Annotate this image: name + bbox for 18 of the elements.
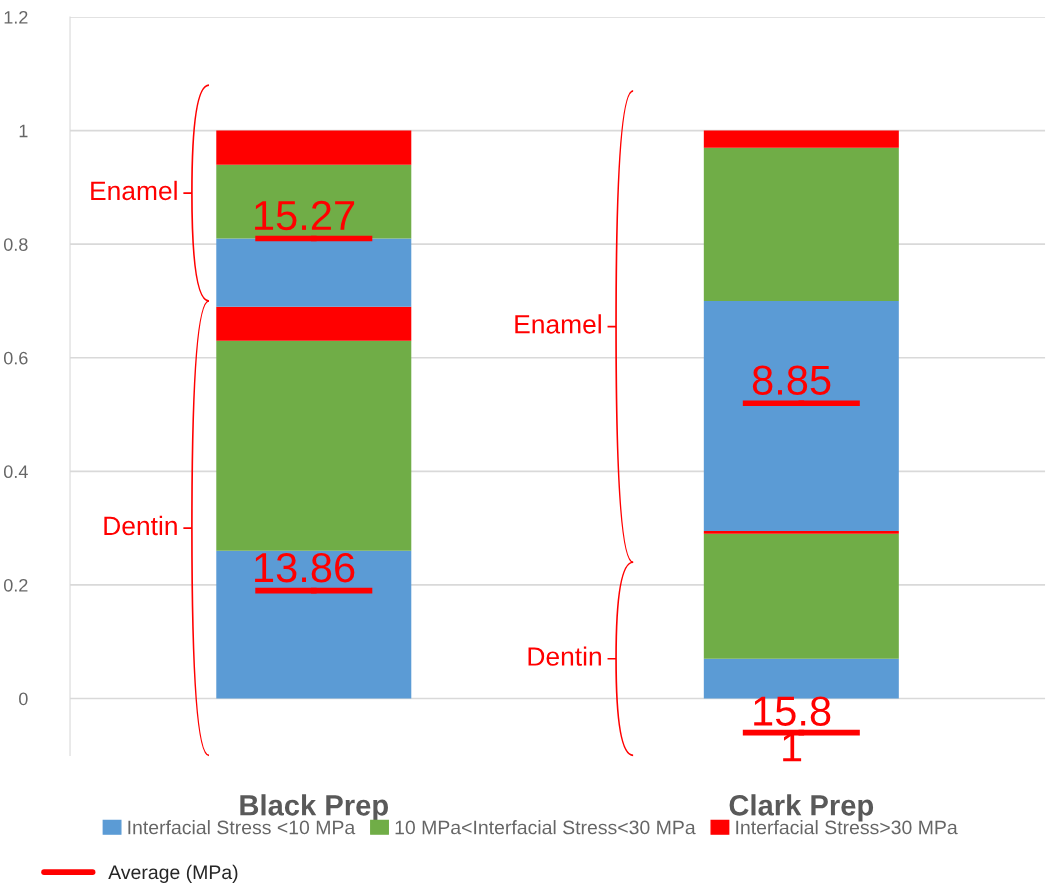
annotation: 8.85 <box>752 365 831 395</box>
legend-label: Average (MPa) <box>108 864 238 883</box>
legend-label: Interfacial Stress <10 MPa <box>128 820 356 835</box>
y-tick-label: 1.2 <box>4 10 28 24</box>
annotation: Enamel <box>91 180 177 201</box>
legend-label: 10 MPa<Interfacial Stress<30 MPa <box>395 820 696 835</box>
y-tick-label: 0.4 <box>3 465 28 479</box>
y-tick-label: 0.2 <box>3 578 28 592</box>
legend-label: Interfacial Stress>30 MPa <box>736 820 958 835</box>
annotation: 15.27 <box>255 200 355 231</box>
y-tick-label: 1 <box>19 124 28 138</box>
y-tick-label: 0 <box>19 692 28 706</box>
y-tick-label: 0.6 <box>3 351 28 365</box>
annotation: Dentin <box>528 646 601 666</box>
annotation: 13.86 <box>255 552 355 583</box>
annotation: Dentin <box>104 515 177 536</box>
y-tick-label: 0.8 <box>3 238 28 251</box>
annotation: Enamel <box>515 314 601 334</box>
